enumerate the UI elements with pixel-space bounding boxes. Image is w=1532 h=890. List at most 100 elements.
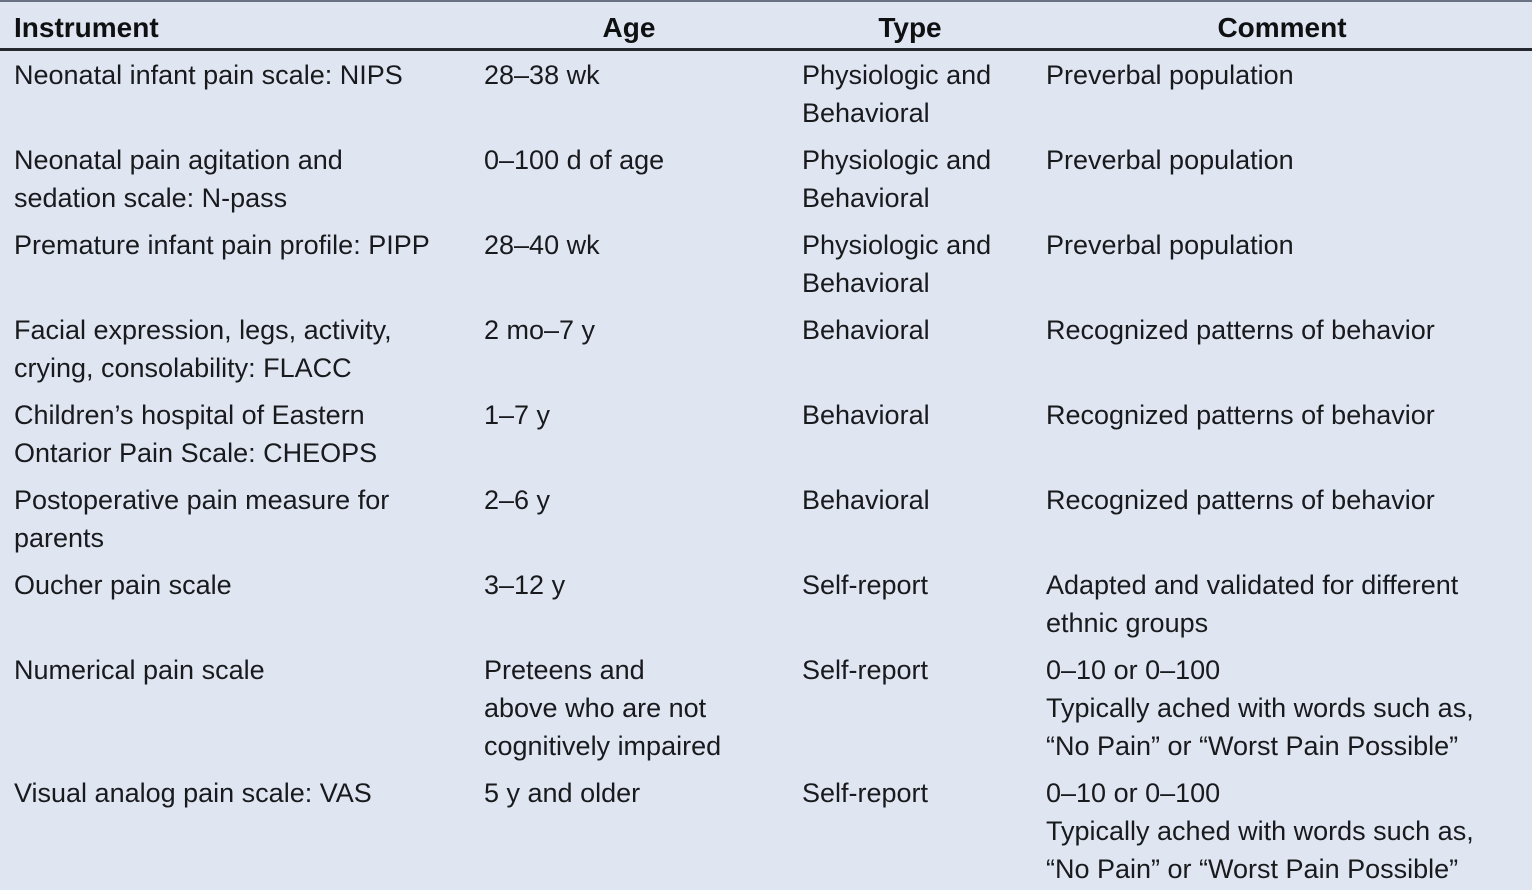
cell-line: 2–6 y xyxy=(484,485,551,515)
cell-line: Behavioral xyxy=(802,98,930,128)
cell-line: Self-report xyxy=(802,778,929,808)
column-header-comment: Comment xyxy=(1032,1,1532,51)
cell-line: Self-report xyxy=(802,570,929,600)
cell-line: 0–100 d of age xyxy=(484,145,665,175)
cell-line: Visual analog pain scale: VAS xyxy=(14,778,372,808)
cell-line: Preverbal population xyxy=(1046,145,1294,175)
cell-line: 0–10 or 0–100 xyxy=(1046,655,1221,685)
cell-instrument: Premature infant pain profile: PIPP xyxy=(0,221,470,306)
cell-line: Preteens and xyxy=(484,655,645,685)
cell-comment: Adapted and validated for different ethni… xyxy=(1032,561,1532,646)
cell-type: Self-report xyxy=(788,561,1032,646)
cell-line: Preverbal population xyxy=(1046,60,1294,90)
cell-line: Physiologic and xyxy=(802,145,992,175)
cell-line: Recognized patterns of behavior xyxy=(1046,315,1435,345)
cell-line: Recognized patterns of behavior xyxy=(1046,400,1435,430)
cell-type: Physiologic and Behavioral xyxy=(788,136,1032,221)
cell-instrument: Visual analog pain scale: VAS xyxy=(0,769,470,890)
cell-line: Typically ached with words such as, xyxy=(1046,693,1474,723)
cell-comment: Recognized patterns of behavior xyxy=(1032,476,1532,561)
cell-line: Typically ached with words such as, xyxy=(1046,816,1474,846)
cell-type: Behavioral xyxy=(788,391,1032,476)
cell-line: Adapted and validated for different xyxy=(1046,570,1459,600)
cell-age: Preteens and above who are not cognitively… xyxy=(470,646,788,769)
cell-age: 2 mo–7 y xyxy=(470,306,788,391)
cell-line: “No Pain” or “Worst Pain Possible” xyxy=(1046,854,1459,884)
cell-type: Behavioral xyxy=(788,306,1032,391)
cell-line: parents xyxy=(14,523,105,553)
cell-comment: 0–10 or 0–100 Typically ached with words … xyxy=(1032,769,1532,890)
cell-line: Physiologic and xyxy=(802,60,992,90)
cell-line: Behavioral xyxy=(802,268,930,298)
cell-comment: 0–10 or 0–100 Typically ached with words … xyxy=(1032,646,1532,769)
cell-line: Recognized patterns of behavior xyxy=(1046,485,1435,515)
cell-line: Facial expression, legs, activity, xyxy=(14,315,392,345)
table-row: Neonatal pain agitation and sedation scal… xyxy=(0,136,1532,221)
cell-instrument: Neonatal infant pain scale: NIPS xyxy=(0,50,470,137)
cell-comment: Recognized patterns of behavior xyxy=(1032,306,1532,391)
cell-line: 1–7 y xyxy=(484,400,551,430)
cell-instrument: Facial expression, legs, activity, crying… xyxy=(0,306,470,391)
table-row: Oucher pain scale 3–12 y Self-report Adapte… xyxy=(0,561,1532,646)
cell-line: Neonatal infant pain scale: NIPS xyxy=(14,60,403,90)
column-header-instrument: Instrument xyxy=(0,1,470,51)
cell-comment: Recognized patterns of behavior xyxy=(1032,391,1532,476)
cell-line: Self-report xyxy=(802,655,929,685)
cell-age: 28–40 wk xyxy=(470,221,788,306)
cell-line: 3–12 y xyxy=(484,570,566,600)
cell-line: Ontarior Pain Scale: CHEOPS xyxy=(14,438,378,468)
cell-line: 28–38 wk xyxy=(484,60,600,90)
cell-type: Physiologic and Behavioral xyxy=(788,50,1032,137)
cell-instrument: Numerical pain scale xyxy=(0,646,470,769)
cell-line: Children’s hospital of Eastern xyxy=(14,400,365,430)
table-body: Neonatal infant pain scale: NIPS 28–38 wk… xyxy=(0,50,1532,890)
cell-line: above who are not xyxy=(484,693,707,723)
cell-instrument: Neonatal pain agitation and sedation scal… xyxy=(0,136,470,221)
cell-line: cognitively impaired xyxy=(484,731,722,761)
cell-comment: Preverbal population xyxy=(1032,221,1532,306)
cell-line: crying, consolability: FLACC xyxy=(14,353,352,383)
cell-line: Postoperative pain measure for xyxy=(14,485,390,515)
cell-instrument: Children’s hospital of Eastern Ontarior P… xyxy=(0,391,470,476)
cell-line: Behavioral xyxy=(802,485,930,515)
cell-age: 28–38 wk xyxy=(470,50,788,137)
table-row: Postoperative pain measure for parents 2–6… xyxy=(0,476,1532,561)
cell-line: Premature infant pain profile: PIPP xyxy=(14,230,430,260)
cell-line: Physiologic and xyxy=(802,230,992,260)
cell-age: 5 y and older xyxy=(470,769,788,890)
cell-line: 28–40 wk xyxy=(484,230,600,260)
table-row: Numerical pain scale Preteens and above wh… xyxy=(0,646,1532,769)
cell-age: 3–12 y xyxy=(470,561,788,646)
cell-age: 0–100 d of age xyxy=(470,136,788,221)
cell-instrument: Postoperative pain measure for parents xyxy=(0,476,470,561)
cell-age: 2–6 y xyxy=(470,476,788,561)
cell-line: Preverbal population xyxy=(1046,230,1294,260)
cell-line: Behavioral xyxy=(802,400,930,430)
cell-comment: Preverbal population xyxy=(1032,136,1532,221)
cell-instrument: Oucher pain scale xyxy=(0,561,470,646)
cell-comment: Preverbal population xyxy=(1032,50,1532,137)
table-row: Children’s hospital of Eastern Ontarior P… xyxy=(0,391,1532,476)
column-header-type: Type xyxy=(788,1,1032,51)
cell-line: Numerical pain scale xyxy=(14,655,265,685)
cell-line: sedation scale: N-pass xyxy=(14,183,288,213)
cell-line: Behavioral xyxy=(802,183,930,213)
column-header-age: Age xyxy=(470,1,788,51)
table-row: Neonatal infant pain scale: NIPS 28–38 wk… xyxy=(0,50,1532,137)
table-row: Facial expression, legs, activity, crying… xyxy=(0,306,1532,391)
cell-line: Oucher pain scale xyxy=(14,570,232,600)
cell-age: 1–7 y xyxy=(470,391,788,476)
cell-line: Behavioral xyxy=(802,315,930,345)
table-header: Instrument Age Type Comment xyxy=(0,1,1532,51)
cell-type: Self-report xyxy=(788,769,1032,890)
header-row: Instrument Age Type Comment xyxy=(0,1,1532,51)
cell-line: 0–10 or 0–100 xyxy=(1046,778,1221,808)
cell-type: Behavioral xyxy=(788,476,1032,561)
cell-line: 2 mo–7 y xyxy=(484,315,596,345)
cell-line: ethnic groups xyxy=(1046,608,1209,638)
cell-line: “No Pain” or “Worst Pain Possible” xyxy=(1046,731,1459,761)
cell-line: Neonatal pain agitation and xyxy=(14,145,343,175)
table-row: Visual analog pain scale: VAS 5 y and old… xyxy=(0,769,1532,890)
table-row: Premature infant pain profile: PIPP 28–40… xyxy=(0,221,1532,306)
